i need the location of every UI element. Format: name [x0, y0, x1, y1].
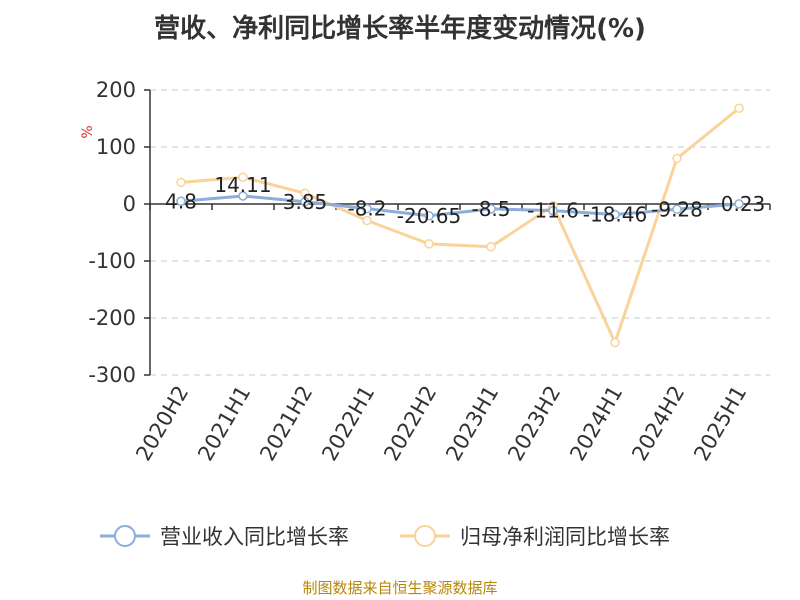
data-point — [486, 204, 496, 214]
source-note: 制图数据来自恒生聚源数据库 — [302, 579, 498, 597]
data-point — [610, 337, 620, 348]
y-tick-label: 100 — [96, 135, 136, 159]
data-point — [672, 153, 682, 164]
data-label: -8.2 — [347, 197, 386, 221]
data-point — [176, 177, 186, 188]
data-label: 14.11 — [214, 173, 271, 197]
data-point — [548, 205, 558, 216]
legend-label: 归母净利润同比增长率 — [460, 525, 670, 549]
y-tick-label: -300 — [88, 363, 136, 387]
x-tick-label: 2021H2 — [255, 382, 317, 466]
x-tick-label: 2023H1 — [441, 382, 503, 466]
y-tick-label: 0 — [123, 192, 136, 216]
series-line — [180, 107, 740, 345]
data-point — [176, 196, 186, 207]
data-point — [672, 204, 682, 215]
data-label: 3.85 — [283, 190, 328, 214]
data-point — [424, 239, 434, 249]
x-tick-label: 2020H2 — [131, 382, 193, 466]
x-tick-label: 2022H1 — [317, 382, 379, 466]
y-axis-label: % — [80, 125, 96, 138]
data-point — [238, 191, 248, 201]
data-point — [734, 199, 744, 209]
y-tick-label: -100 — [88, 249, 136, 273]
x-tick-label: 2023H2 — [503, 382, 565, 466]
legend-marker — [114, 525, 136, 547]
series-line — [180, 194, 740, 218]
x-tick-label: 2022H2 — [379, 382, 441, 466]
x-tick-label: 2021H1 — [193, 382, 255, 466]
data-point — [610, 209, 620, 220]
data-point — [424, 211, 434, 221]
y-tick-label: 200 — [96, 78, 136, 102]
legend-marker — [414, 525, 436, 547]
data-point — [300, 197, 310, 207]
data-point — [734, 103, 744, 113]
data-point — [238, 172, 248, 182]
data-label: 4.8 — [165, 189, 197, 213]
chart-title: 营收、净利同比增长率半年度变动情况(%) — [154, 14, 646, 44]
y-tick-label: -200 — [88, 306, 136, 330]
data-point — [362, 203, 372, 214]
x-tick-label: 2025H1 — [689, 382, 751, 466]
data-point — [362, 215, 372, 226]
data-label: -8.5 — [471, 197, 510, 221]
data-label: -9.28 — [651, 197, 703, 221]
data-label: -11.6 — [527, 199, 579, 223]
data-label: -20.65 — [397, 204, 461, 228]
x-tick-label: 2024H1 — [565, 382, 627, 466]
legend-label: 营业收入同比增长率 — [160, 525, 349, 549]
data-label: -18.46 — [583, 203, 647, 227]
x-tick-label: 2024H2 — [627, 382, 689, 466]
data-point — [486, 242, 496, 252]
data-label: 0.23 — [721, 192, 766, 216]
